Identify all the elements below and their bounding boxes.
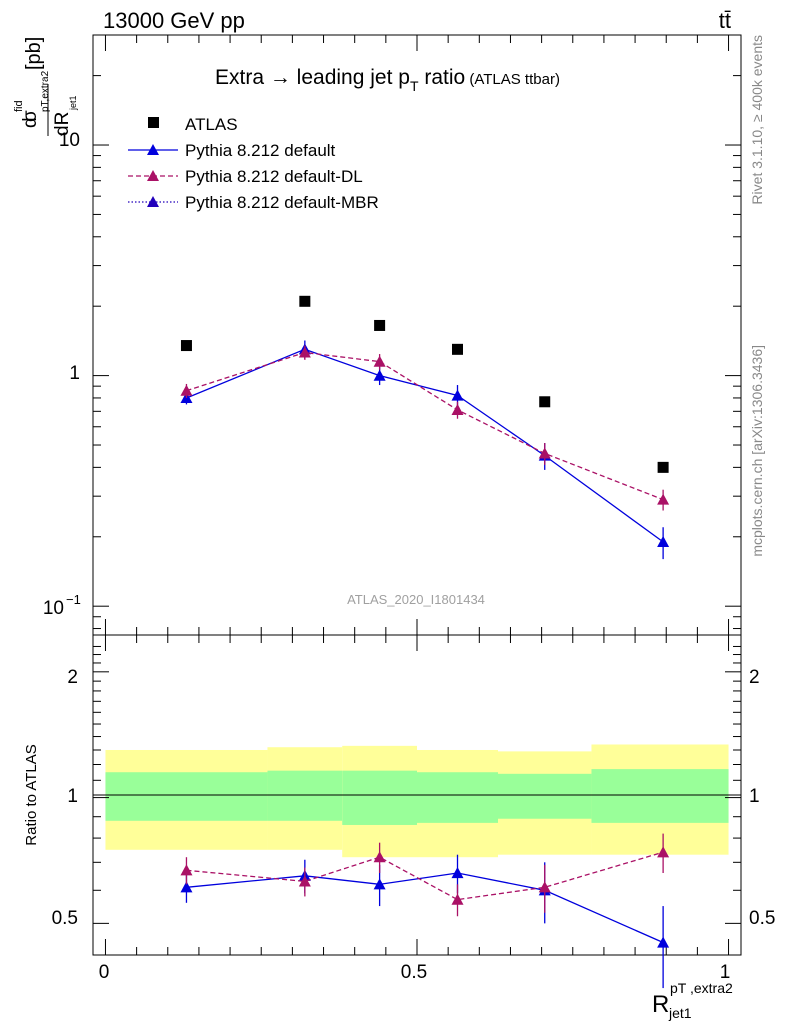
main-series-2-point xyxy=(657,493,670,505)
legend-marker-default xyxy=(147,144,159,155)
main-y-axis-label: d σ fid pT,extra2 dR jet1 xyxy=(13,70,78,136)
svg-text:σ: σ xyxy=(20,110,41,122)
ratio-tick-label-left-1: 1 xyxy=(67,786,78,807)
ratio-series-0-point xyxy=(180,881,193,893)
ratio-series-1-point xyxy=(373,851,386,863)
legend-label-mbr: Pythia 8.212 default-MBR xyxy=(185,193,379,212)
ratio-band-green-1 xyxy=(267,770,343,821)
ratio-series-1-point xyxy=(451,893,464,905)
analysis-label: ATLAS_2020_I1801434 xyxy=(347,592,485,607)
rivet-label: Rivet 3.1.10, ≥ 400k events xyxy=(749,35,765,205)
header-right: tt̄ xyxy=(719,8,731,33)
main-tick-label-10: 10 xyxy=(59,130,80,151)
ratio-series xyxy=(180,833,670,989)
ratio-band-green-0 xyxy=(105,772,268,821)
ratio-tick-label-left-0.5: 0.5 xyxy=(52,908,78,929)
main-series-2-point xyxy=(298,346,311,358)
svg-text:jet1: jet1 xyxy=(68,95,78,111)
x-axis-label: R pT ,extra2 jet1 xyxy=(652,980,733,1021)
ratio-series-0-line xyxy=(186,872,664,944)
ratio-band-green-3 xyxy=(417,772,498,823)
main-series-2-point xyxy=(538,447,551,459)
ratio-series-1-point xyxy=(298,875,311,887)
svg-text:jet1: jet1 xyxy=(668,1005,692,1021)
ratio-series-1-point xyxy=(538,881,551,893)
legend-marker-mbr xyxy=(147,196,159,207)
main-series-0-point xyxy=(299,295,311,307)
main-series-0-point xyxy=(539,396,551,408)
ratio-tick-label-right-1: 1 xyxy=(749,786,760,807)
ratio-bands xyxy=(105,744,729,858)
main-series-0-point xyxy=(657,461,669,473)
ratio-band-green-5 xyxy=(591,769,729,823)
main-series xyxy=(180,295,670,560)
ratio-series-0-point xyxy=(451,866,464,879)
main-series-2-point xyxy=(373,355,386,367)
main-tick-label-0.1-base: 10 xyxy=(43,598,64,619)
main-series-1-point xyxy=(373,369,386,381)
ratio-tick-label-left-2: 2 xyxy=(67,667,78,688)
svg-text:pT ,extra2: pT ,extra2 xyxy=(670,980,733,996)
main-series-2-point xyxy=(180,384,193,396)
ratio-series-0-point xyxy=(373,878,386,890)
main-series-2-point xyxy=(451,403,464,416)
svg-text:fid: fid xyxy=(13,100,25,112)
svg-text:d: d xyxy=(20,117,41,128)
legend: ATLAS Pythia 8.212 default Pythia 8.212 … xyxy=(128,115,379,212)
ratio-series-1-point xyxy=(180,864,193,876)
main-series-0-point xyxy=(452,343,463,355)
main-y-unit: [pb] xyxy=(23,37,45,70)
ratio-series-0-point xyxy=(657,936,670,948)
ratio-band-green-2 xyxy=(342,770,417,825)
main-series-2-line xyxy=(186,351,664,501)
svg-text:dR: dR xyxy=(52,112,73,136)
ratio-series-1-line xyxy=(186,851,664,901)
ratio-tick-label-right-2: 2 xyxy=(749,667,760,688)
ratio-y-label: Ratio to ATLAS xyxy=(23,744,40,845)
mcplots-label: mcplots.cern.ch [arXiv:1306.3436] xyxy=(749,345,765,557)
main-series-1-point xyxy=(451,389,464,401)
x-tick-label-0.5: 0.5 xyxy=(401,962,427,983)
legend-label-default: Pythia 8.212 default xyxy=(185,141,336,160)
legend-marker-atlas xyxy=(148,117,159,128)
main-tick-label-0.1-exp: −1 xyxy=(66,592,81,607)
legend-label-dl: Pythia 8.212 default-DL xyxy=(185,167,363,186)
axis-ticks xyxy=(93,34,741,955)
x-tick-label-1: 1 xyxy=(720,962,731,983)
main-tick-label-1: 1 xyxy=(69,363,80,384)
legend-marker-dl xyxy=(147,170,159,181)
main-series-0-point xyxy=(180,340,192,352)
legend-label-atlas: ATLAS xyxy=(185,115,238,134)
header-left: 13000 GeV pp xyxy=(103,8,245,33)
main-series-1-point xyxy=(657,535,670,548)
ratio-series-1-point xyxy=(657,846,670,858)
x-tick-label-0: 0 xyxy=(99,962,110,983)
plot-title: Extra → leading jet pT ratio (ATLAS ttba… xyxy=(215,66,560,94)
svg-text:pT,extra2: pT,extra2 xyxy=(40,70,51,112)
ratio-tick-label-right-0.5: 0.5 xyxy=(749,908,775,929)
svg-text:R: R xyxy=(652,991,669,1018)
ratio-band-green-4 xyxy=(498,773,592,819)
main-series-0-point xyxy=(374,319,386,331)
main-series-1-line xyxy=(186,348,664,543)
